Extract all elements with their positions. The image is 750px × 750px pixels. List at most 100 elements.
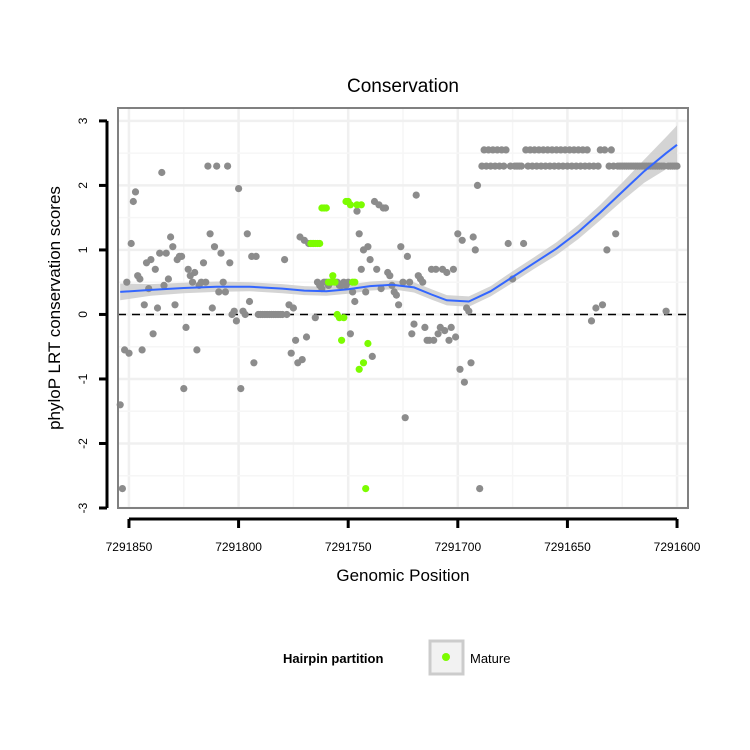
data-point-other: [140, 301, 148, 309]
data-point-mature: [340, 314, 348, 322]
x-tick-label: 7291700: [434, 540, 481, 554]
data-point-other: [351, 297, 359, 306]
data-point-other: [607, 146, 615, 154]
data-point-other: [397, 243, 405, 251]
plot-frame: [117, 107, 689, 509]
data-point-other: [366, 256, 374, 264]
data-point-other: [381, 204, 390, 212]
data-point-other: [298, 356, 306, 364]
data-point-other: [349, 288, 357, 296]
data-point-other: [226, 259, 234, 267]
data-point-mature: [322, 204, 330, 212]
chart-title: Conservation: [347, 76, 459, 97]
data-point-other: [362, 288, 370, 296]
other-points: [116, 146, 681, 493]
data-point-other: [230, 307, 238, 315]
data-point-other: [202, 278, 210, 286]
x-tick-label: 7291750: [325, 540, 372, 554]
data-point-other: [204, 162, 212, 170]
data-point-other: [250, 359, 258, 367]
data-point-other: [156, 249, 164, 257]
data-point-other: [355, 230, 363, 238]
data-point-other: [169, 243, 177, 251]
data-point-other: [199, 259, 208, 267]
data-point-other: [421, 323, 429, 331]
y-tick-label: 1: [76, 246, 90, 253]
data-point-mature: [357, 201, 365, 209]
data-point-mature: [355, 365, 363, 373]
data-point-other: [123, 278, 131, 286]
y-tick-label: -2: [76, 438, 90, 449]
data-point-other: [458, 236, 466, 244]
data-point-other: [136, 275, 144, 283]
data-point-other: [151, 265, 159, 273]
data-point-other: [193, 346, 201, 354]
data-point-other: [504, 239, 512, 248]
data-point-other: [147, 256, 155, 264]
data-point-other: [419, 278, 427, 286]
data-point-other: [215, 288, 223, 296]
data-point-other: [149, 330, 157, 338]
data-point-other: [392, 291, 400, 299]
data-point-other: [410, 320, 418, 328]
data-point-other: [131, 188, 140, 196]
data-point-other: [219, 278, 227, 286]
data-point-other: [473, 181, 482, 189]
data-point-other: [377, 285, 385, 293]
data-point-other: [412, 191, 420, 199]
data-point-other: [182, 323, 190, 331]
data-point-other: [434, 330, 442, 338]
data-point-other: [476, 485, 484, 493]
data-point-other: [471, 246, 479, 254]
data-point-other: [353, 207, 361, 215]
data-point-other: [612, 230, 620, 238]
data-point-other: [469, 233, 477, 241]
y-axis: -3 -2 -1 0 1 2 3: [76, 117, 109, 513]
data-point-other: [430, 336, 438, 344]
data-point-other: [520, 239, 528, 248]
data-point-other: [180, 385, 188, 393]
data-point-other: [587, 317, 596, 325]
data-point-mature: [338, 336, 346, 344]
data-point-other: [162, 249, 170, 257]
x-tick-label: 7291850: [106, 540, 153, 554]
data-point-other: [368, 352, 376, 360]
data-point-other: [160, 281, 168, 289]
y-tick-label: 2: [76, 182, 90, 189]
legend-key-box: [428, 639, 465, 676]
data-point-other: [346, 330, 354, 338]
data-point-other: [465, 307, 473, 315]
data-point-other: [408, 330, 416, 338]
data-point-other: [287, 349, 295, 357]
data-point-other: [138, 346, 146, 354]
data-point-mature: [362, 485, 370, 493]
legend-key-mature: [442, 653, 450, 661]
data-point-other: [594, 162, 602, 170]
data-point-other: [289, 304, 297, 312]
data-point-mature: [329, 272, 337, 280]
data-point-other: [673, 162, 681, 170]
data-point-other: [243, 230, 251, 238]
smooth-curve: [120, 144, 678, 303]
data-point-other: [206, 230, 214, 238]
data-point-mature: [316, 239, 324, 248]
data-point-other: [178, 252, 186, 260]
data-point-other: [598, 301, 607, 309]
legend: Hairpin partition Mature: [283, 639, 510, 676]
data-point-other: [583, 146, 591, 154]
data-point-other: [191, 268, 199, 277]
data-point-other: [217, 249, 225, 257]
data-point-other: [502, 146, 510, 154]
data-point-other: [467, 359, 475, 367]
x-axis: 7291850 7291800 7291750 7291700 7291650 72916…: [106, 517, 701, 554]
data-point-other: [208, 304, 216, 312]
legend-label-mature: Mature: [470, 651, 510, 666]
data-point-other: [517, 162, 526, 170]
data-point-other: [292, 336, 300, 344]
x-tick-label: 7291600: [654, 540, 701, 554]
data-point-other: [125, 349, 133, 357]
data-point-other: [241, 310, 249, 319]
data-point-other: [443, 268, 451, 277]
data-point-mature: [331, 278, 339, 286]
